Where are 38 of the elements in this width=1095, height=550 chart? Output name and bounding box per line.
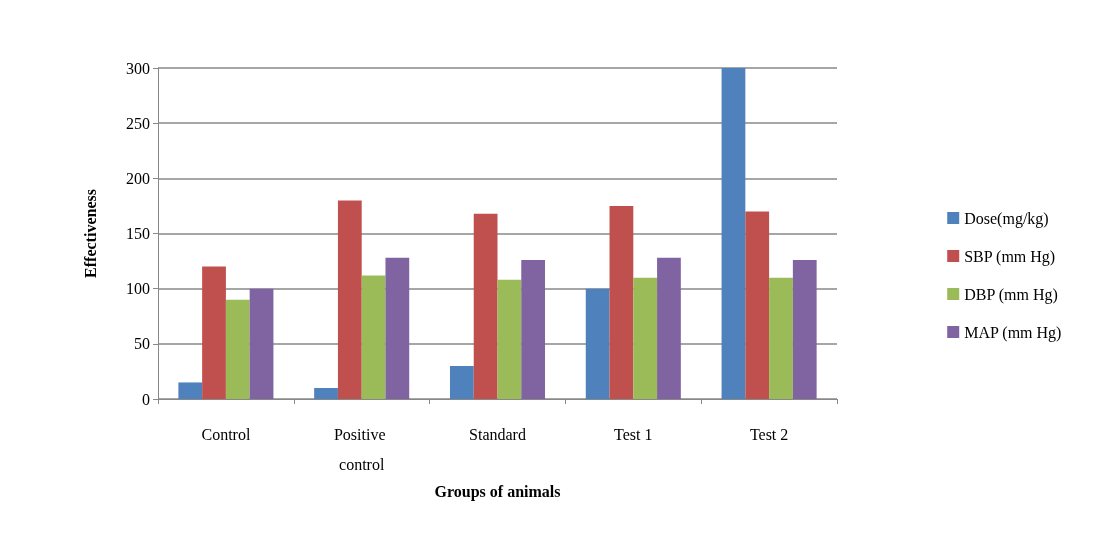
bar bbox=[249, 288, 274, 399]
legend-label: SBP (mm Hg) bbox=[964, 247, 1056, 266]
y-axis-title: Effectiveness bbox=[81, 189, 99, 278]
bar bbox=[633, 277, 658, 399]
bar bbox=[585, 288, 610, 399]
bar bbox=[202, 266, 226, 399]
bar bbox=[337, 200, 362, 399]
bar bbox=[361, 275, 386, 399]
y-tick-label: 150 bbox=[126, 225, 150, 242]
bar bbox=[521, 259, 546, 399]
bar bbox=[721, 68, 746, 399]
y-tick-label: 300 bbox=[126, 59, 150, 77]
bar bbox=[385, 257, 410, 399]
y-tick-label: 0 bbox=[142, 390, 150, 408]
y-tick-label: 200 bbox=[126, 169, 150, 187]
bar bbox=[225, 299, 250, 399]
legend-label: MAP (mm Hg) bbox=[964, 323, 1062, 342]
y-tick-label: 100 bbox=[126, 280, 150, 298]
legend-label: DBP (mm Hg) bbox=[964, 285, 1058, 304]
bar bbox=[609, 205, 634, 399]
x-tick-label: Test 2 bbox=[749, 425, 789, 443]
bar bbox=[178, 382, 203, 399]
bar bbox=[497, 279, 522, 399]
y-tick-label: 50 bbox=[134, 335, 150, 353]
bar bbox=[314, 387, 338, 399]
x-tick-label: Control bbox=[201, 425, 251, 443]
x-tick-label: Positive control bbox=[333, 425, 390, 473]
x-axis-title: Groups of animals bbox=[434, 483, 561, 502]
bar bbox=[657, 257, 681, 399]
legend-label: Dose(mg/kg) bbox=[964, 209, 1049, 228]
bar bbox=[449, 365, 474, 399]
bar bbox=[473, 213, 498, 399]
bar bbox=[792, 259, 817, 399]
x-tick-label: Test 1 bbox=[614, 425, 653, 443]
bar bbox=[769, 277, 793, 399]
bar bbox=[745, 211, 770, 399]
y-tick-label: 250 bbox=[126, 114, 150, 132]
x-tick-label: Standard bbox=[469, 425, 526, 443]
